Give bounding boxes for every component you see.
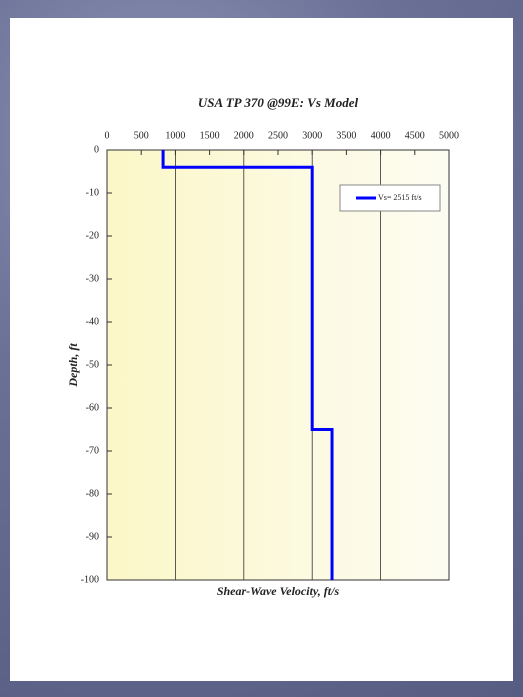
x-tick-label: 5000 xyxy=(439,130,459,141)
y-tick-label: -30 xyxy=(86,273,99,284)
y-tick-label: -40 xyxy=(86,316,99,327)
y-tick-label: -80 xyxy=(86,488,99,499)
x-tick-label: 1000 xyxy=(165,130,185,141)
y-tick-label: -60 xyxy=(86,402,99,413)
y-tick-label: -50 xyxy=(86,359,99,370)
x-tick-label: 0 xyxy=(105,130,110,141)
chart-title: USA TP 370 @99E: Vs Model xyxy=(198,95,359,110)
series-line xyxy=(161,150,334,580)
x-tick-label: 4000 xyxy=(371,130,391,141)
x-tick-label: 2000 xyxy=(234,130,254,141)
y-tick-label: -100 xyxy=(81,574,99,585)
y-tick-label: -20 xyxy=(86,230,99,241)
y-axis-label: Depth, ft xyxy=(66,343,80,388)
y-tick-label: 0 xyxy=(94,144,99,155)
y-tick-label: -70 xyxy=(86,445,99,456)
x-tick-label: 3500 xyxy=(336,130,356,141)
y-tick-label: -90 xyxy=(86,531,99,542)
y-tick-label: -10 xyxy=(86,187,99,198)
x-tick-label: 1500 xyxy=(200,130,220,141)
x-axis-label: Shear-Wave Velocity, ft/s xyxy=(217,584,340,598)
x-tick-label: 2500 xyxy=(268,130,288,141)
x-tick-label: 3000 xyxy=(302,130,322,141)
plot-border xyxy=(106,149,450,581)
x-tick-label: 4500 xyxy=(405,130,425,141)
plot-area xyxy=(107,150,449,580)
x-tick-label: 500 xyxy=(134,130,149,141)
legend-label: Vs= 2515 ft/s xyxy=(378,193,422,202)
